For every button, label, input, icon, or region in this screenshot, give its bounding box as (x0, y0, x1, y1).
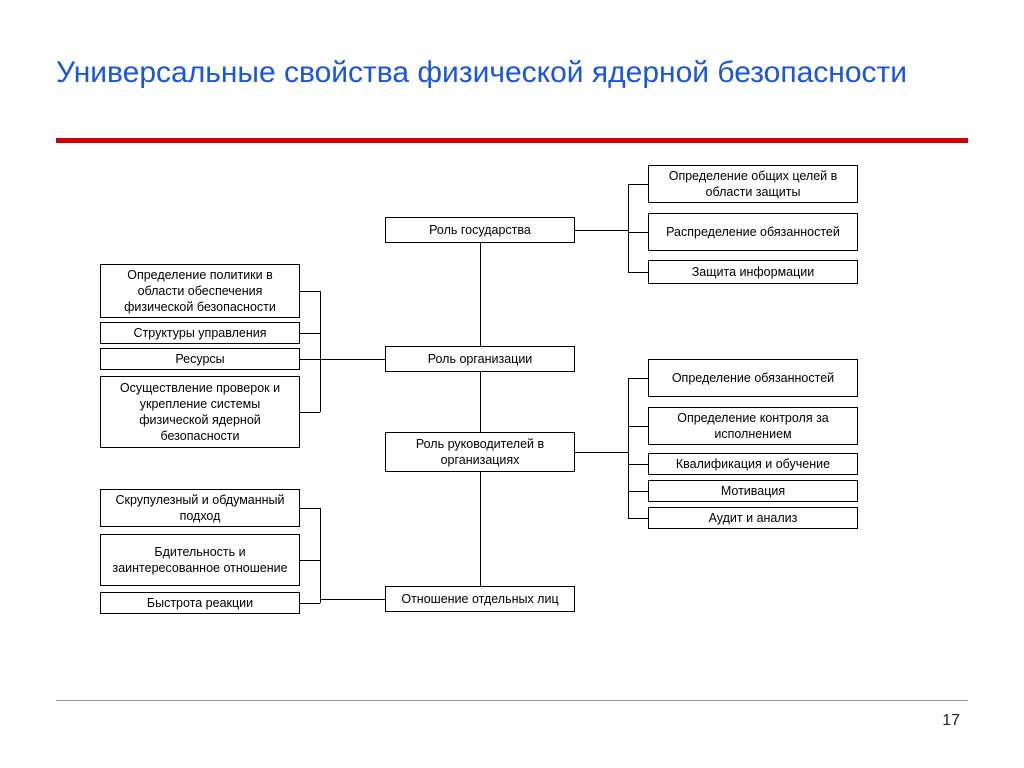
title-accent-bar (56, 138, 968, 143)
right-leaders-1: Определение контроля за исполнением (648, 407, 858, 445)
right-state-1: Распределение обязанностей (648, 213, 858, 251)
right-leaders-0: Определение обязанностей (648, 359, 858, 397)
left-attitude-1: Бдительность и заинтересованное отношени… (100, 534, 300, 586)
center-org: Роль организации (385, 346, 575, 372)
right-leaders-2: Квалификация и обучение (648, 453, 858, 475)
center-state: Роль государства (385, 217, 575, 243)
center-leaders: Роль руководителей в организациях (385, 432, 575, 472)
left-org-2: Ресурсы (100, 348, 300, 370)
footer-divider (56, 700, 968, 701)
left-org-0: Определение политики в области обеспечен… (100, 264, 300, 318)
left-attitude-0: Скрупулезный и обдуманный подход (100, 489, 300, 527)
right-leaders-4: Аудит и анализ (648, 507, 858, 529)
left-attitude-2: Быстрота реакции (100, 592, 300, 614)
left-org-1: Структуры управления (100, 322, 300, 344)
right-state-0: Определение общих целей в области защиты (648, 165, 858, 203)
page-title: Универсальные свойства физической ядерно… (56, 54, 907, 92)
right-leaders-3: Мотивация (648, 480, 858, 502)
right-state-2: Защита информации (648, 260, 858, 284)
center-attitude: Отношение отдельных лиц (385, 586, 575, 612)
left-org-3: Осуществление проверок и укрепление сист… (100, 376, 300, 448)
page-number: 17 (942, 712, 960, 730)
